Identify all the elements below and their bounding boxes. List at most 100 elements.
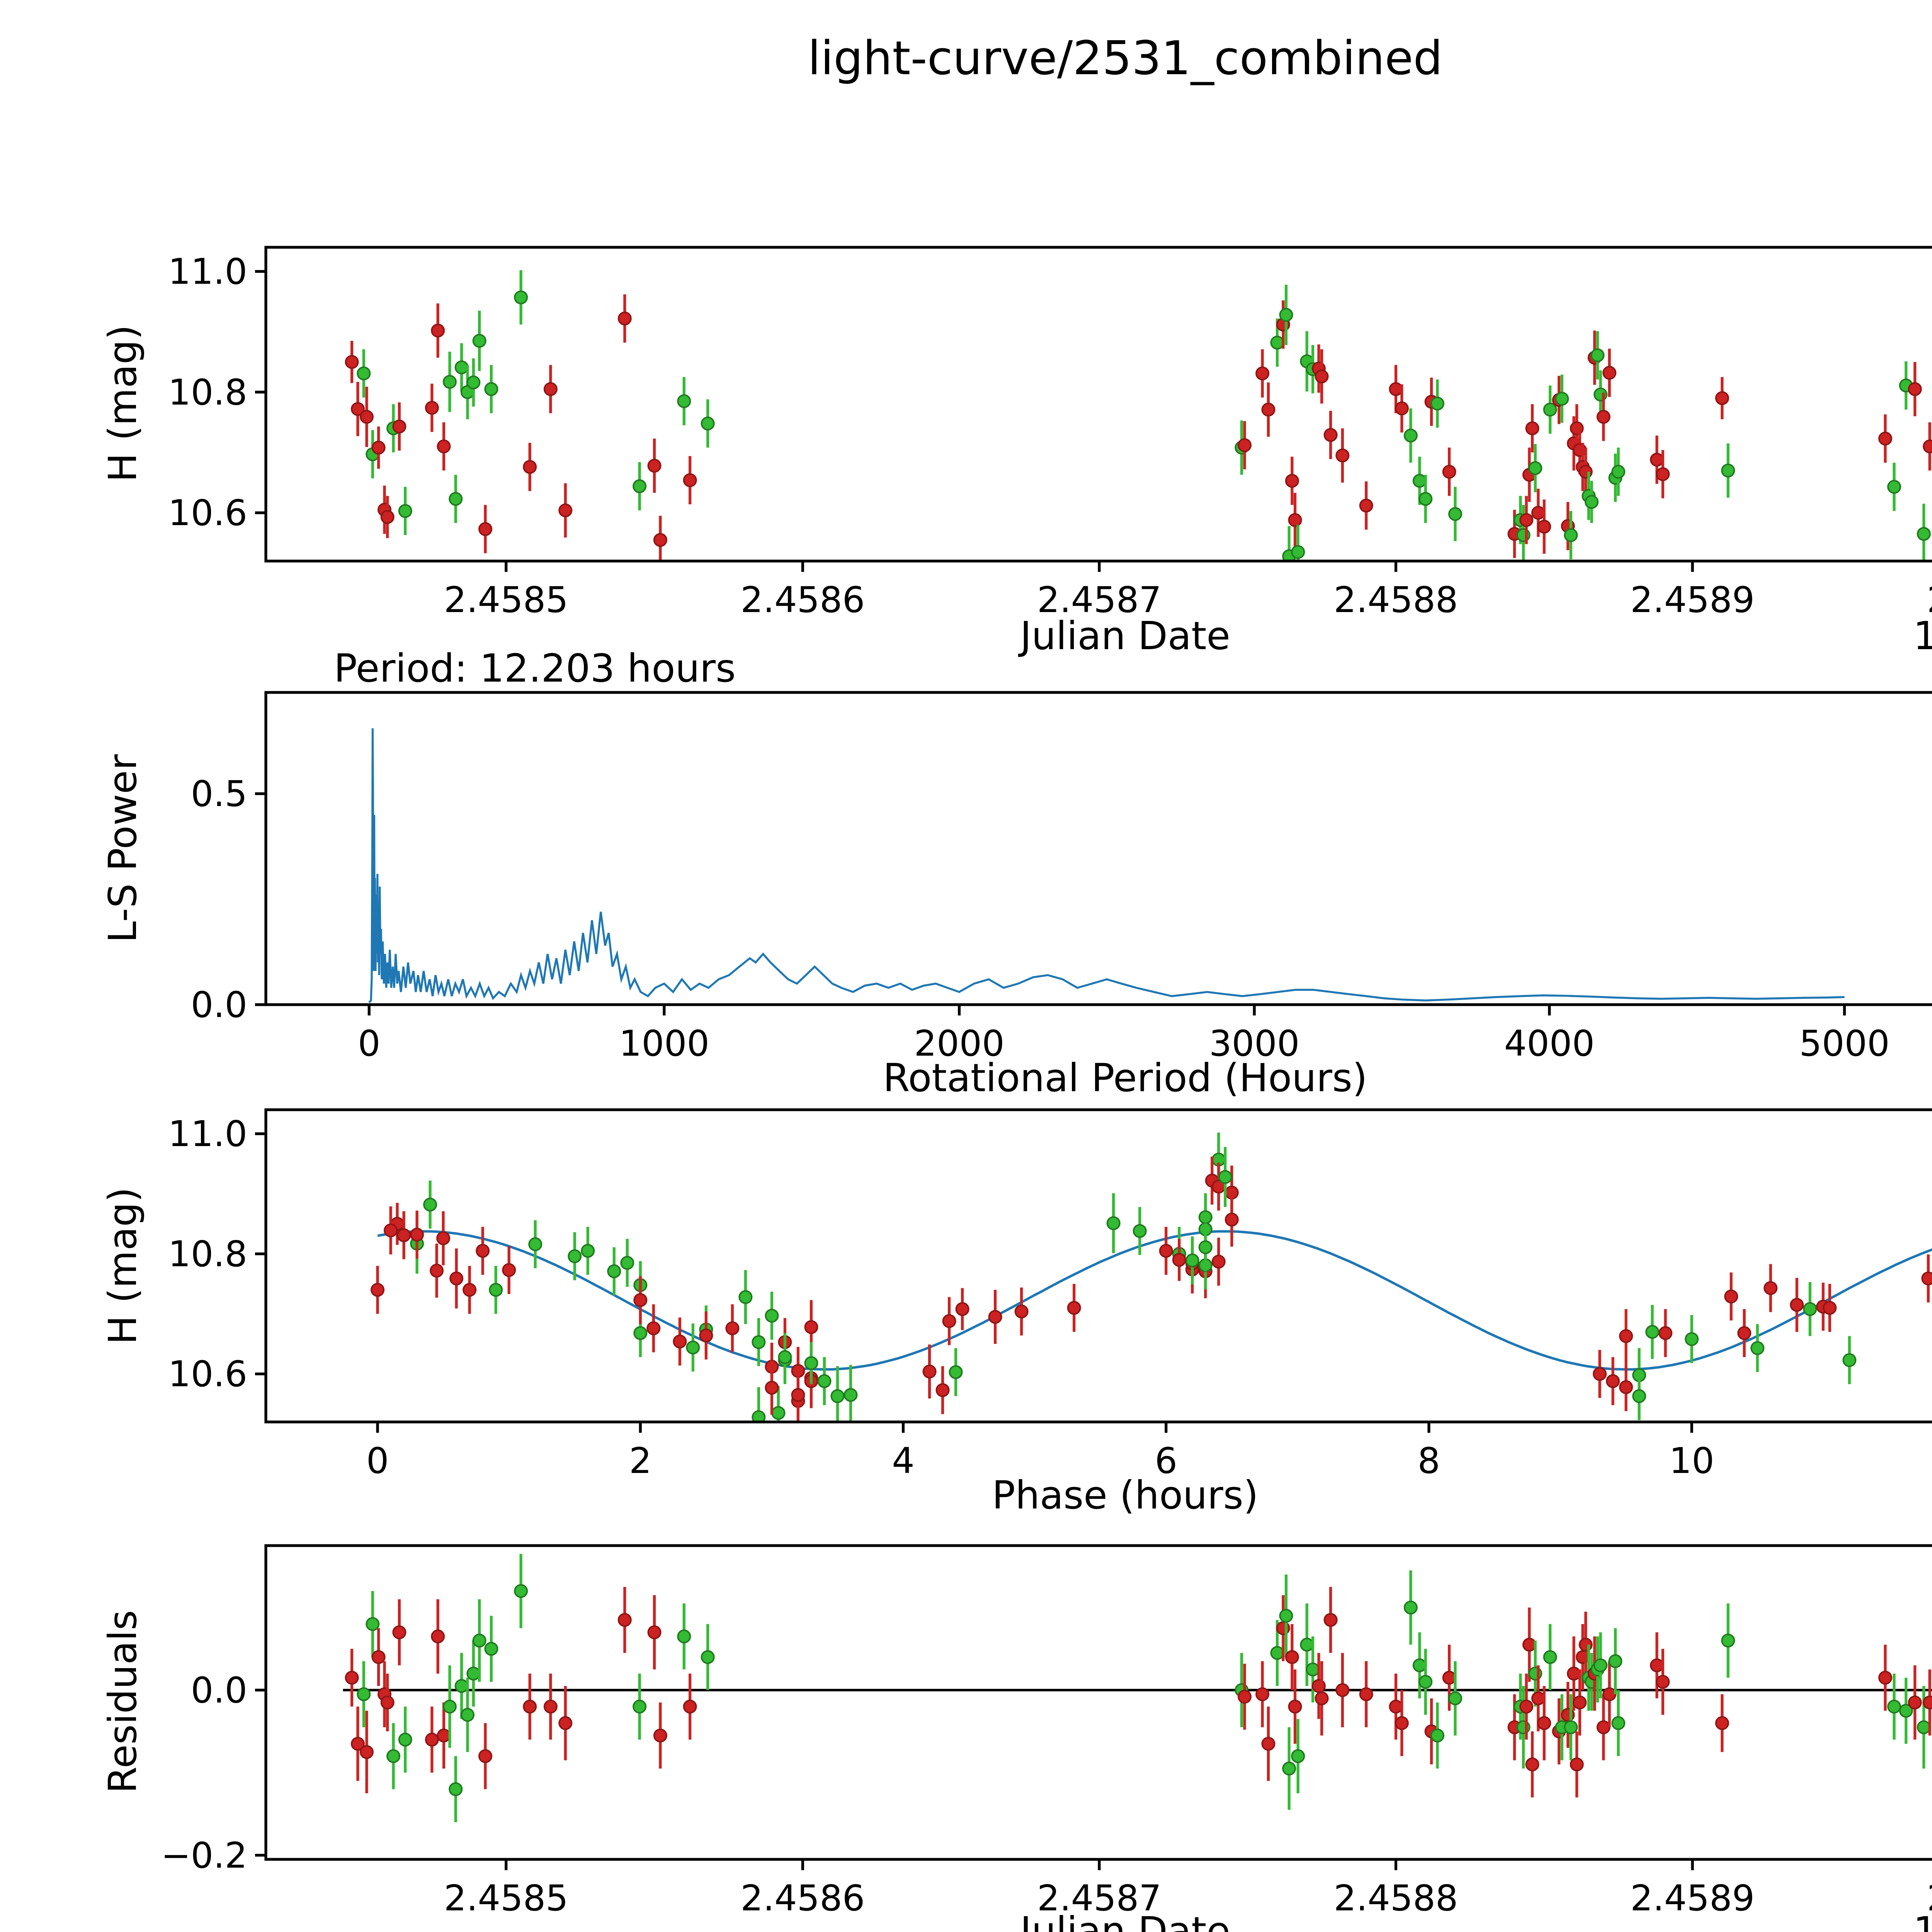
data-point <box>514 290 528 304</box>
data-point <box>1315 1691 1329 1706</box>
data-point <box>1285 1650 1299 1664</box>
data-point <box>1803 1302 1817 1316</box>
y-tick-label: 10.8 <box>168 1233 247 1275</box>
data-point <box>1448 1691 1463 1706</box>
data-point <box>425 401 439 415</box>
x-tick-label: 4 <box>892 1440 915 1481</box>
data-point <box>1531 506 1545 520</box>
x-tick-label: 2.4586 <box>740 579 865 621</box>
y-tick-label: 0.0 <box>191 1670 247 1711</box>
data-point <box>1185 1253 1199 1268</box>
lightcurve-axes: 2.4585 2.4586 2.4587 2.4588 2.4589 2.4590 10.6… <box>168 246 1932 621</box>
data-point <box>1715 1716 1729 1730</box>
data-point <box>765 1381 779 1395</box>
lightcurve-ylabel: H (mag) <box>100 325 145 482</box>
x-tick-label: 8 <box>1418 1440 1440 1481</box>
data-point <box>844 1388 858 1402</box>
data-point <box>1442 1670 1456 1685</box>
x-tick-label: 10 <box>1669 1440 1714 1481</box>
data-point <box>1921 1271 1932 1286</box>
data-point <box>1198 1210 1213 1225</box>
data-point <box>484 382 498 396</box>
data-point <box>1537 1716 1551 1730</box>
periodogram-title: Period: 12.203 hours <box>334 646 736 691</box>
data-point <box>1282 1761 1296 1776</box>
data-point <box>1418 492 1433 506</box>
data-point <box>1448 507 1463 521</box>
data-point <box>1594 1658 1608 1672</box>
data-point <box>1908 1696 1922 1709</box>
periodogram-line <box>368 728 1845 1003</box>
data-point <box>949 1365 963 1379</box>
data-point <box>1823 1301 1837 1315</box>
y-tick-label: −0.2 <box>161 1835 247 1876</box>
data-point <box>460 1708 474 1722</box>
y-tick-label: 11.0 <box>168 1113 247 1155</box>
data-point <box>1442 464 1456 479</box>
phase-plot-area <box>371 1133 1932 1422</box>
data-point <box>752 1410 766 1422</box>
data-point <box>778 1350 792 1364</box>
data-point <box>357 1687 371 1701</box>
data-point <box>476 1244 490 1258</box>
data-point <box>1525 1757 1539 1772</box>
data-point <box>442 375 457 389</box>
data-point <box>1878 432 1893 446</box>
phase-ylabel: H (mag) <box>100 1187 145 1344</box>
data-point <box>1899 1704 1913 1718</box>
data-point <box>653 1728 667 1743</box>
data-point <box>371 440 386 455</box>
data-point <box>1291 1749 1305 1763</box>
data-point <box>633 1293 648 1307</box>
data-point <box>1285 474 1299 488</box>
data-point <box>437 439 451 454</box>
data-point <box>350 1736 365 1751</box>
lightcurve-xlabel: Julian Date <box>1018 613 1230 658</box>
data-point <box>1573 1696 1587 1709</box>
data-point <box>430 1264 444 1278</box>
data-point <box>765 1308 779 1323</box>
data-point <box>633 1326 648 1340</box>
data-point <box>1567 1667 1581 1681</box>
data-point <box>1389 382 1403 396</box>
data-point <box>1878 1670 1893 1685</box>
panel-lightcurve: 2.4585 2.4586 2.4587 2.4588 2.4589 2.4590 10.6… <box>100 246 1932 658</box>
axes-spines <box>264 1108 1932 1423</box>
data-point <box>478 522 493 536</box>
data-point <box>523 460 537 474</box>
data-point <box>1255 1687 1270 1701</box>
data-point <box>371 1283 385 1297</box>
data-point <box>677 1629 691 1644</box>
x-tick-label: 2.4585 <box>444 1878 568 1919</box>
data-point <box>380 510 395 524</box>
periodogram-xlabel: Rotational Period (Hours) <box>883 1055 1367 1100</box>
y-tick-label: 10.8 <box>168 372 247 413</box>
data-point <box>701 416 715 430</box>
data-point <box>392 419 406 434</box>
data-point <box>738 1290 753 1304</box>
data-point <box>1923 439 1932 454</box>
x-tick-label: 2000 <box>914 1023 1004 1064</box>
data-point <box>1300 1638 1314 1652</box>
data-point <box>1270 335 1284 350</box>
data-point <box>1611 464 1626 479</box>
data-point <box>437 1728 451 1743</box>
data-point <box>489 1283 503 1297</box>
data-point <box>1585 495 1599 509</box>
data-point <box>1658 1326 1673 1340</box>
data-point <box>1887 1699 1901 1714</box>
data-point <box>1522 1638 1536 1652</box>
data-point <box>1335 1683 1350 1697</box>
data-point <box>1261 403 1276 417</box>
phase-axes: 02468101210.610.811.0 <box>168 1108 1932 1481</box>
data-point <box>1611 1716 1626 1730</box>
data-point <box>1528 461 1543 475</box>
data-point <box>817 1374 832 1388</box>
data-point <box>1606 1374 1620 1388</box>
data-point <box>1917 527 1931 541</box>
data-point <box>425 1733 439 1747</box>
y-tick-label: 10.6 <box>168 492 247 534</box>
data-point <box>392 1625 406 1639</box>
y-tick-label: 0.5 <box>191 773 247 815</box>
